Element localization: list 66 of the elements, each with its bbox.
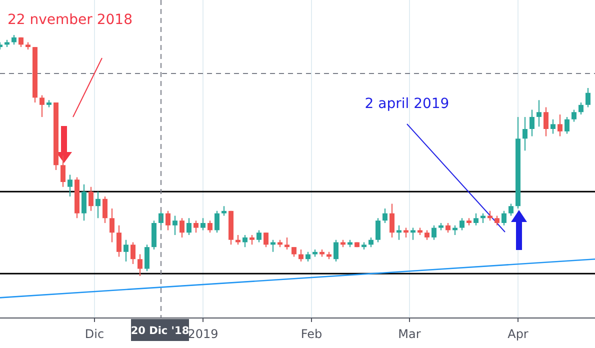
candlestick [82,184,86,222]
candlestick [186,218,192,236]
candlestick [536,100,542,128]
candlestick [564,116,570,134]
candlestick [474,212,478,226]
candlestick [508,203,514,216]
candlestick [12,34,16,46]
candlestick [200,218,206,231]
annotation: 2 april 2019 [364,96,450,112]
candlestick [130,242,136,264]
candlestick [530,109,534,137]
candlestick [334,239,338,262]
candlestick [446,222,450,234]
candlestick [250,234,254,246]
candlestick [396,224,402,240]
candlestick [68,174,72,197]
x-tick-label: Apr [508,327,528,341]
candlestick [550,118,556,134]
candlestick [96,191,100,219]
x-tick-label: 2019 [188,327,218,341]
candlestick [264,232,268,248]
candlestick [306,251,310,262]
candlestick [376,218,380,243]
candlestick [544,106,548,137]
candlestick [88,186,94,212]
candlestick [180,218,184,238]
candlestick [102,196,108,224]
candlestick [214,210,220,234]
candlestick [558,114,562,137]
candlestick [494,215,500,226]
candlestick [284,236,290,250]
x-tick-label: Dic [84,327,104,341]
candlestick [460,218,464,231]
candlestick [144,244,150,272]
candlestick [572,109,576,122]
candlestick [382,208,388,224]
candlestick [236,234,240,246]
candlestick [116,224,122,258]
candlestick [194,220,198,234]
candlestick [424,230,430,240]
candlestick [208,220,212,234]
candlestick [40,94,44,118]
candlestick [390,203,394,238]
candlestick [222,206,226,216]
candlestick [578,102,584,116]
candlestick [586,88,590,108]
x-tick-label: Mar [398,327,421,341]
candlestick [110,208,114,243]
candlestick [368,236,374,248]
candlestick [242,234,248,248]
candlestick [124,239,128,262]
candlestick [298,248,304,262]
candlestick [522,116,528,152]
candlestick [432,224,436,240]
text: 22 nvember 2018 [7,12,133,28]
candlestick [292,246,296,258]
x-tick-label: Feb [300,327,322,341]
candlestick [502,210,506,226]
candlestick [410,227,416,240]
candlestick [138,254,142,276]
candlestick [172,215,178,236]
candlestick [404,227,408,238]
candlestick [256,230,262,243]
candlestick [166,210,170,231]
candlestick [60,155,66,188]
ref-line-label: 20 Dic '18 [130,325,190,337]
